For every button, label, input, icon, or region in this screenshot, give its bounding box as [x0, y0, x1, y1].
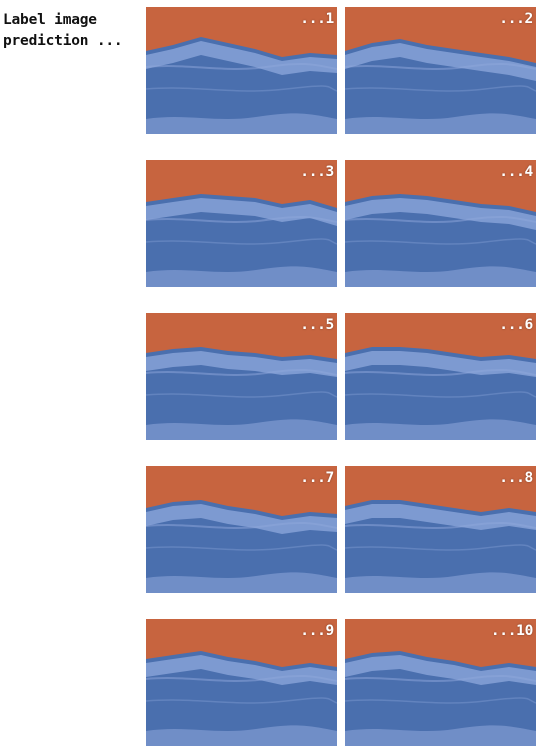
prediction-tile: ...4 — [345, 160, 536, 287]
segmentation-overlay — [345, 160, 536, 287]
wave-line — [146, 215, 337, 223]
sand-region — [146, 619, 337, 667]
tile-index-label: ...8 — [499, 470, 533, 486]
wave-line — [146, 697, 337, 704]
wave-line — [345, 238, 536, 245]
prediction-tile: ...3 — [146, 160, 337, 287]
prediction-tile: ...2 — [345, 7, 536, 134]
wave-line — [146, 62, 337, 70]
wave-line — [146, 368, 337, 376]
caption-line-2: prediction ... — [3, 33, 123, 49]
shallow-water-band — [345, 572, 536, 593]
shallow-water-band — [146, 725, 337, 746]
prediction-tile: ...1 — [146, 7, 337, 134]
sand-region — [146, 7, 337, 57]
wave-line — [345, 521, 536, 529]
sand-region — [345, 160, 536, 212]
wave-line — [345, 215, 536, 223]
tile-index-label: ...1 — [300, 11, 334, 27]
wave-line — [146, 674, 337, 682]
segmentation-overlay — [345, 466, 536, 593]
sand-region — [345, 619, 536, 667]
segmentation-overlay — [345, 7, 536, 134]
foam-band — [345, 655, 536, 685]
foam-band — [345, 198, 536, 230]
prediction-tile: ...10 — [345, 619, 536, 746]
segmentation-overlay — [345, 313, 536, 440]
foam-band — [146, 41, 337, 75]
wave-line — [146, 85, 337, 92]
tile-index-label: ...7 — [300, 470, 334, 486]
sand-region — [345, 466, 536, 512]
foam-band — [146, 655, 337, 685]
wave-line — [345, 85, 536, 92]
prediction-tile: ...6 — [345, 313, 536, 440]
prediction-tile: ...9 — [146, 619, 337, 746]
tile-index-label: ...10 — [490, 623, 533, 639]
segmentation-overlay — [345, 619, 536, 746]
wave-line — [146, 521, 337, 529]
shallow-water-band — [345, 419, 536, 440]
wave-line — [345, 697, 536, 704]
foam-band — [146, 504, 337, 534]
wave-line — [345, 368, 536, 376]
wave-line — [345, 544, 536, 551]
wave-line — [345, 391, 536, 398]
sand-region — [146, 313, 337, 359]
shallow-water-band — [146, 113, 337, 134]
prediction-tile: ...5 — [146, 313, 337, 440]
segmentation-overlay — [146, 466, 337, 593]
tile-index-label: ...4 — [499, 164, 533, 180]
wave-line — [146, 544, 337, 551]
segmentation-overlay — [146, 7, 337, 134]
sand-region — [146, 160, 337, 208]
shallow-water-band — [345, 266, 536, 287]
sand-region — [146, 466, 337, 516]
shallow-water-band — [345, 725, 536, 746]
caption-line-1: Label image — [3, 12, 97, 28]
tile-index-label: ...9 — [300, 623, 334, 639]
shallow-water-band — [146, 419, 337, 440]
foam-band — [146, 198, 337, 226]
wave-line — [345, 62, 536, 70]
figure-caption: Label image prediction ... — [3, 10, 138, 52]
shallow-water-band — [345, 113, 536, 134]
tile-index-label: ...3 — [300, 164, 334, 180]
prediction-tile: ...7 — [146, 466, 337, 593]
shallow-water-band — [146, 572, 337, 593]
foam-band — [345, 43, 536, 81]
sand-region — [345, 7, 536, 63]
wave-line — [345, 674, 536, 682]
tile-index-label: ...6 — [499, 317, 533, 333]
tile-index-label: ...2 — [499, 11, 533, 27]
segmentation-overlay — [146, 160, 337, 287]
wave-line — [146, 391, 337, 398]
prediction-tile: ...8 — [345, 466, 536, 593]
tile-index-label: ...5 — [300, 317, 334, 333]
shallow-water-band — [146, 266, 337, 287]
wave-line — [146, 238, 337, 245]
segmentation-overlay — [146, 313, 337, 440]
segmentation-overlay — [146, 619, 337, 746]
sand-region — [345, 313, 536, 359]
